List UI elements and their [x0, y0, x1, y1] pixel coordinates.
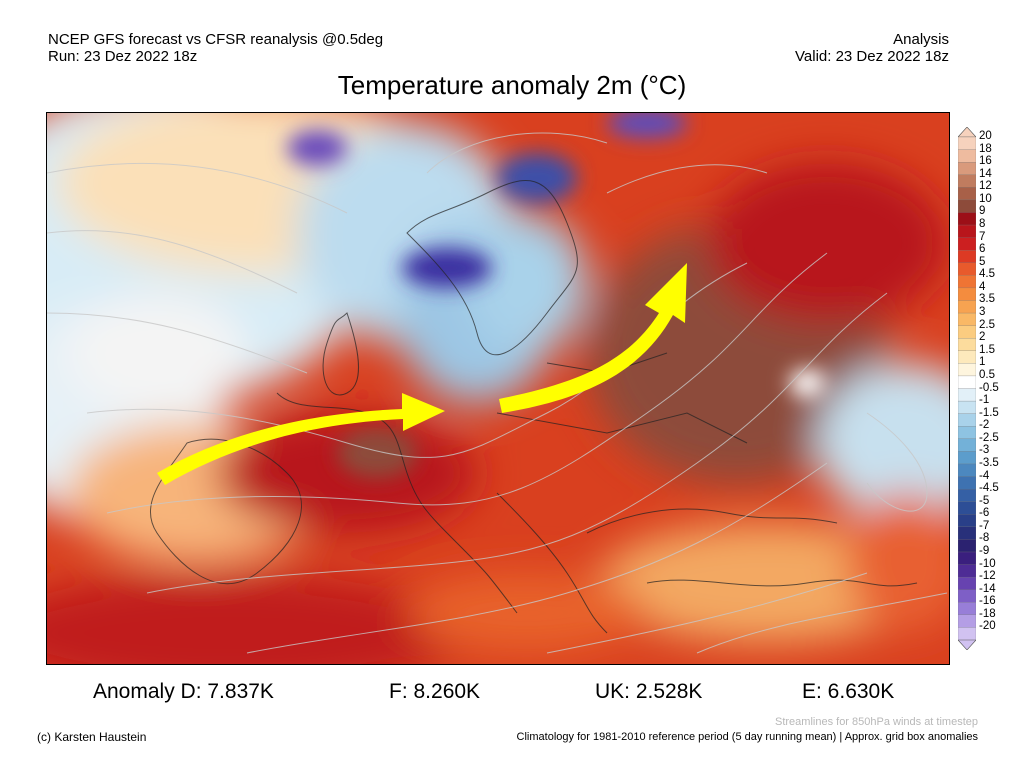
colorbar-tick-label: 3.5: [979, 293, 995, 306]
anomaly-france-text: F: 8.260K: [389, 680, 481, 703]
colorbar-swatch: [957, 564, 977, 578]
colorbar-tick-label: 6: [979, 243, 986, 256]
colorbar-swatch: [957, 350, 977, 364]
colorbar-tick-label: 9: [979, 205, 986, 218]
colorbar-swatch: [957, 149, 977, 163]
anomaly-uk-text: UK: 2.528K: [595, 680, 703, 703]
colorbar-swatch: [957, 287, 977, 302]
colorbar-tick-label: -4.5: [979, 482, 999, 495]
colorbar-swatch: [957, 438, 977, 452]
colorbar-swatch: [957, 576, 977, 591]
colorbar-swatch: [957, 275, 977, 289]
colorbar-tick-label: -4: [979, 469, 990, 482]
analysis-label: Analysis: [893, 31, 949, 48]
colorbar-swatch: [957, 300, 977, 314]
anomaly-map-graphic: [47, 113, 949, 664]
colorbar-swatch: [957, 488, 977, 503]
colorbar-tick-label: -12: [979, 570, 996, 583]
model-source-text: NCEP GFS forecast vs CFSR reanalysis @0.…: [48, 31, 384, 48]
colorbar-swatch: [957, 501, 977, 515]
colorbar-tick-label: -5: [979, 494, 990, 507]
colorbar-tick-label: -8: [979, 532, 990, 545]
colorbar-swatch: [957, 199, 977, 214]
colorbar-tick-label: 4.5: [979, 268, 995, 281]
colorbar-tick-label: -9: [979, 544, 990, 557]
colorbar-tick-label: 18: [979, 142, 992, 155]
colorbar-swatch: [957, 451, 977, 465]
colorbar-tick-label: -1: [979, 394, 990, 407]
colorbar-swatch: [957, 162, 977, 176]
colorbar-tick-label: 8: [979, 218, 986, 231]
colorbar-tick-label: 12: [979, 180, 992, 193]
colorbar-bottom-triangle: [957, 639, 977, 651]
colorbar-swatch: [957, 237, 977, 251]
colorbar-tick-label: 20: [979, 130, 992, 142]
colorbar-tick-label: -2: [979, 419, 990, 432]
colorbar-swatch: [957, 551, 977, 566]
colorbar-tick-label: 2: [979, 331, 986, 344]
colorbar-swatch: [957, 174, 977, 188]
colorbar-swatch: [957, 514, 977, 528]
colorbar-tick-label: -7: [979, 519, 990, 532]
anomaly-map: [46, 112, 950, 665]
colorbar-tick-label: -16: [979, 595, 996, 608]
colorbar-swatch: [957, 526, 977, 540]
colorbar-tick-label: 14: [979, 167, 992, 180]
streamlines-note: Streamlines for 850hPa winds at timestep: [775, 716, 978, 728]
colorbar-tick-label: -3.5: [979, 456, 999, 469]
colorbar-tick-label: 4: [979, 280, 986, 293]
colorbar-swatch: [957, 388, 977, 402]
colorbar-tick-label: 7: [979, 230, 986, 243]
colorbar-tick-label: -0.5: [979, 381, 999, 394]
colorbar-tick-label: 5: [979, 255, 986, 268]
colorbar-tick-label: 2.5: [979, 318, 995, 331]
colorbar-swatch: [957, 413, 977, 427]
climatology-note: Climatology for 1981-2010 reference peri…: [516, 731, 978, 743]
colorbar-swatch: [957, 325, 977, 339]
anomaly-spain-text: E: 6.630K: [802, 680, 895, 703]
anomaly-germany-text: Anomaly D: 7.837K: [93, 680, 274, 703]
colorbar-swatch: [957, 400, 977, 415]
colorbar-swatch: [957, 476, 977, 490]
colorbar-tick-label: 0.5: [979, 368, 995, 381]
colorbar-swatch: [957, 614, 977, 628]
colorbar-swatch: [957, 602, 977, 616]
colorbar-swatch: [957, 426, 977, 440]
colorbar-tick-label: -2.5: [979, 431, 999, 444]
colorbar-swatch: [957, 627, 977, 641]
valid-time-text: Valid: 23 Dez 2022 18z: [795, 48, 949, 65]
colorbar-tick-label: -1.5: [979, 406, 999, 419]
colorbar-swatch: [957, 224, 977, 239]
map-title: Temperature anomaly 2m (°C): [337, 70, 687, 100]
colorbar-tick-label: 16: [979, 155, 992, 168]
copyright-text: (c) Karsten Haustein: [37, 730, 147, 744]
colorbar-swatch: [957, 212, 977, 226]
colorbar-tick-label: 3: [979, 306, 986, 319]
colorbar-tick-label: -10: [979, 557, 996, 570]
colorbar-swatch: [957, 250, 977, 264]
colorbar-tick-label: 1.5: [979, 343, 995, 356]
colorbar-tick-label: -6: [979, 507, 990, 520]
colorbar: [957, 126, 977, 651]
colorbar-swatch: [957, 539, 977, 553]
colorbar-tick-label: -3: [979, 444, 990, 457]
colorbar-swatch: [957, 262, 977, 276]
colorbar-tick-label: 1: [979, 356, 986, 369]
colorbar-swatch: [957, 312, 977, 327]
colorbar-swatch: [957, 187, 977, 201]
colorbar-tick-label: -20: [979, 620, 996, 633]
colorbar-swatch: [957, 338, 977, 352]
colorbar-swatch: [957, 136, 977, 151]
colorbar-swatch: [957, 363, 977, 377]
colorbar-tick-label: -18: [979, 607, 996, 620]
colorbar-graphic: [957, 126, 977, 651]
colorbar-swatch: [957, 375, 977, 390]
colorbar-top-triangle: [957, 126, 977, 138]
colorbar-tick-label: -14: [979, 582, 996, 595]
run-time-text: Run: 23 Dez 2022 18z: [48, 48, 198, 65]
colorbar-swatch: [957, 463, 977, 478]
colorbar-swatch: [957, 589, 977, 603]
colorbar-tick-label: 10: [979, 192, 992, 205]
